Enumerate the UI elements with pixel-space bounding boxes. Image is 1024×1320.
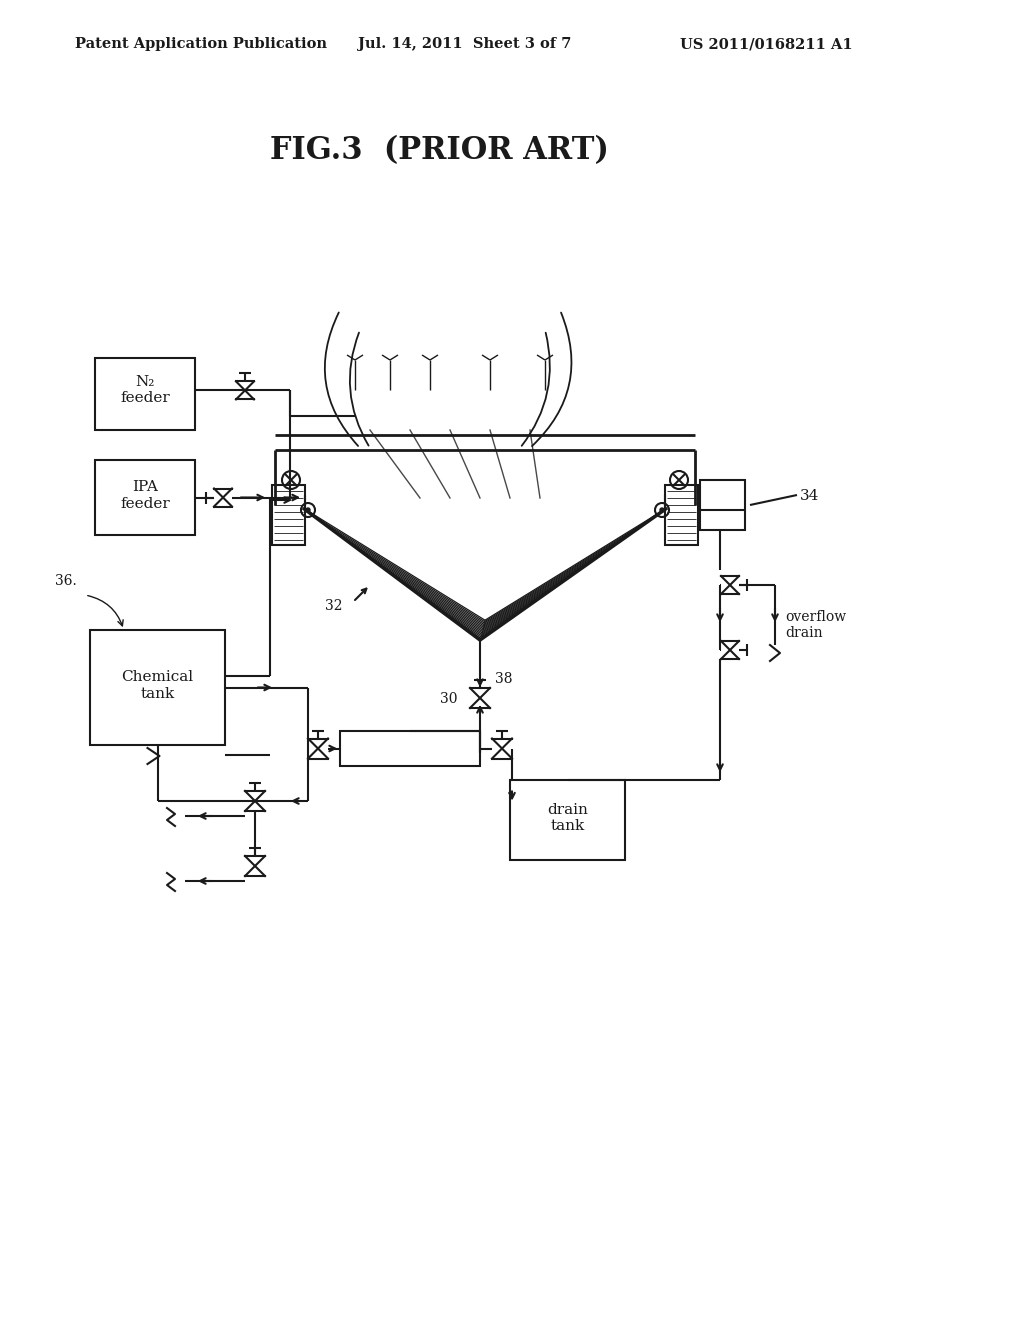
Bar bbox=[665, 484, 698, 545]
Bar bbox=[95, 459, 195, 535]
Text: US 2011/0168211 A1: US 2011/0168211 A1 bbox=[680, 37, 853, 51]
Text: N₂
feeder: N₂ feeder bbox=[120, 375, 170, 405]
Circle shape bbox=[660, 508, 664, 512]
Text: FIG.3  (PRIOR ART): FIG.3 (PRIOR ART) bbox=[270, 135, 609, 166]
Bar bbox=[272, 484, 305, 545]
Bar bbox=[340, 731, 480, 766]
Text: Chemical
tank: Chemical tank bbox=[122, 671, 194, 701]
Text: drain
tank: drain tank bbox=[547, 803, 588, 833]
Bar bbox=[95, 358, 195, 430]
Text: 34: 34 bbox=[800, 488, 819, 503]
Text: IPA
feeder: IPA feeder bbox=[120, 480, 170, 511]
Circle shape bbox=[306, 508, 310, 512]
Text: 30: 30 bbox=[440, 692, 458, 706]
Text: 32: 32 bbox=[325, 599, 342, 612]
Text: overflow
drain: overflow drain bbox=[785, 610, 846, 640]
Text: Patent Application Publication: Patent Application Publication bbox=[75, 37, 327, 51]
Bar bbox=[700, 480, 745, 531]
Bar bbox=[510, 780, 625, 861]
Bar bbox=[90, 630, 225, 744]
Text: 36.: 36. bbox=[55, 574, 77, 587]
Text: Jul. 14, 2011  Sheet 3 of 7: Jul. 14, 2011 Sheet 3 of 7 bbox=[358, 37, 571, 51]
Text: 38: 38 bbox=[495, 672, 512, 686]
